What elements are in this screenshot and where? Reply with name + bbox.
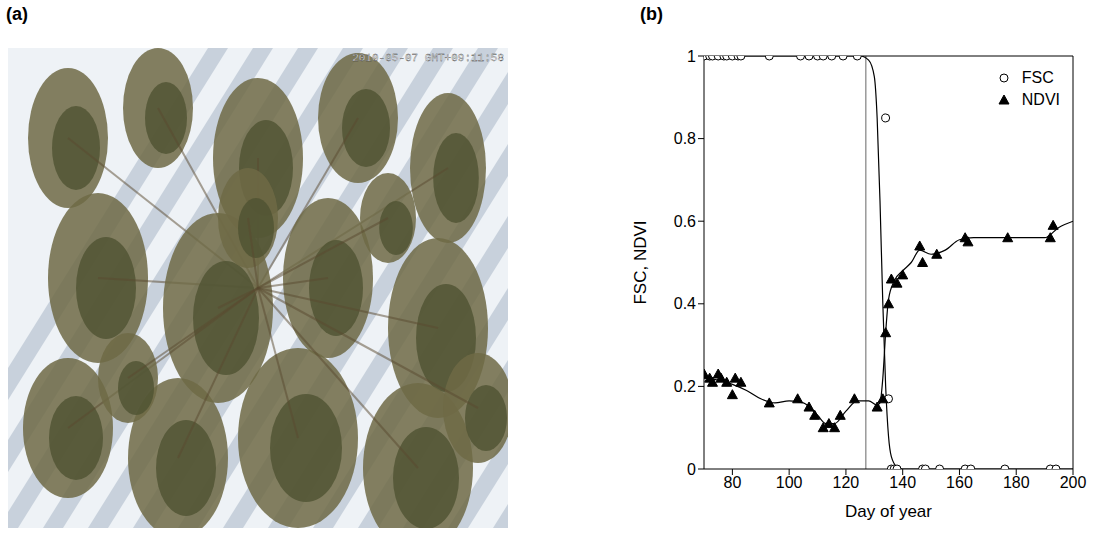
svg-text:0.6: 0.6 [674, 213, 696, 230]
svg-text:100: 100 [776, 474, 803, 491]
svg-text:0.8: 0.8 [674, 130, 696, 147]
svg-text:80: 80 [723, 474, 741, 491]
html-text:(b): (b) [640, 4, 663, 24]
svg-text:160: 160 [946, 474, 973, 491]
svg-text:140: 140 [889, 474, 916, 491]
svg-text:0.4: 0.4 [674, 295, 696, 312]
svg-text:1: 1 [687, 48, 696, 65]
svg-text:120: 120 [833, 474, 860, 491]
svg-text:200: 200 [1060, 474, 1087, 491]
svg-text:FSC, NDVI: FSC, NDVI [631, 220, 650, 304]
svg-text:0: 0 [687, 461, 696, 478]
html-text:FSC: FSC [1021, 69, 1054, 86]
svg-text:180: 180 [1003, 474, 1030, 491]
svg-text:Day of year: Day of year [845, 502, 932, 521]
svg-text:2010-05-07 GMT+09:11:58: 2010-05-07 GMT+09:11:58 [352, 52, 504, 64]
html-text:NDVI: NDVI [1021, 91, 1060, 108]
svg-text:0.2: 0.2 [674, 378, 696, 395]
html-text:(a): (a) [6, 4, 28, 24]
